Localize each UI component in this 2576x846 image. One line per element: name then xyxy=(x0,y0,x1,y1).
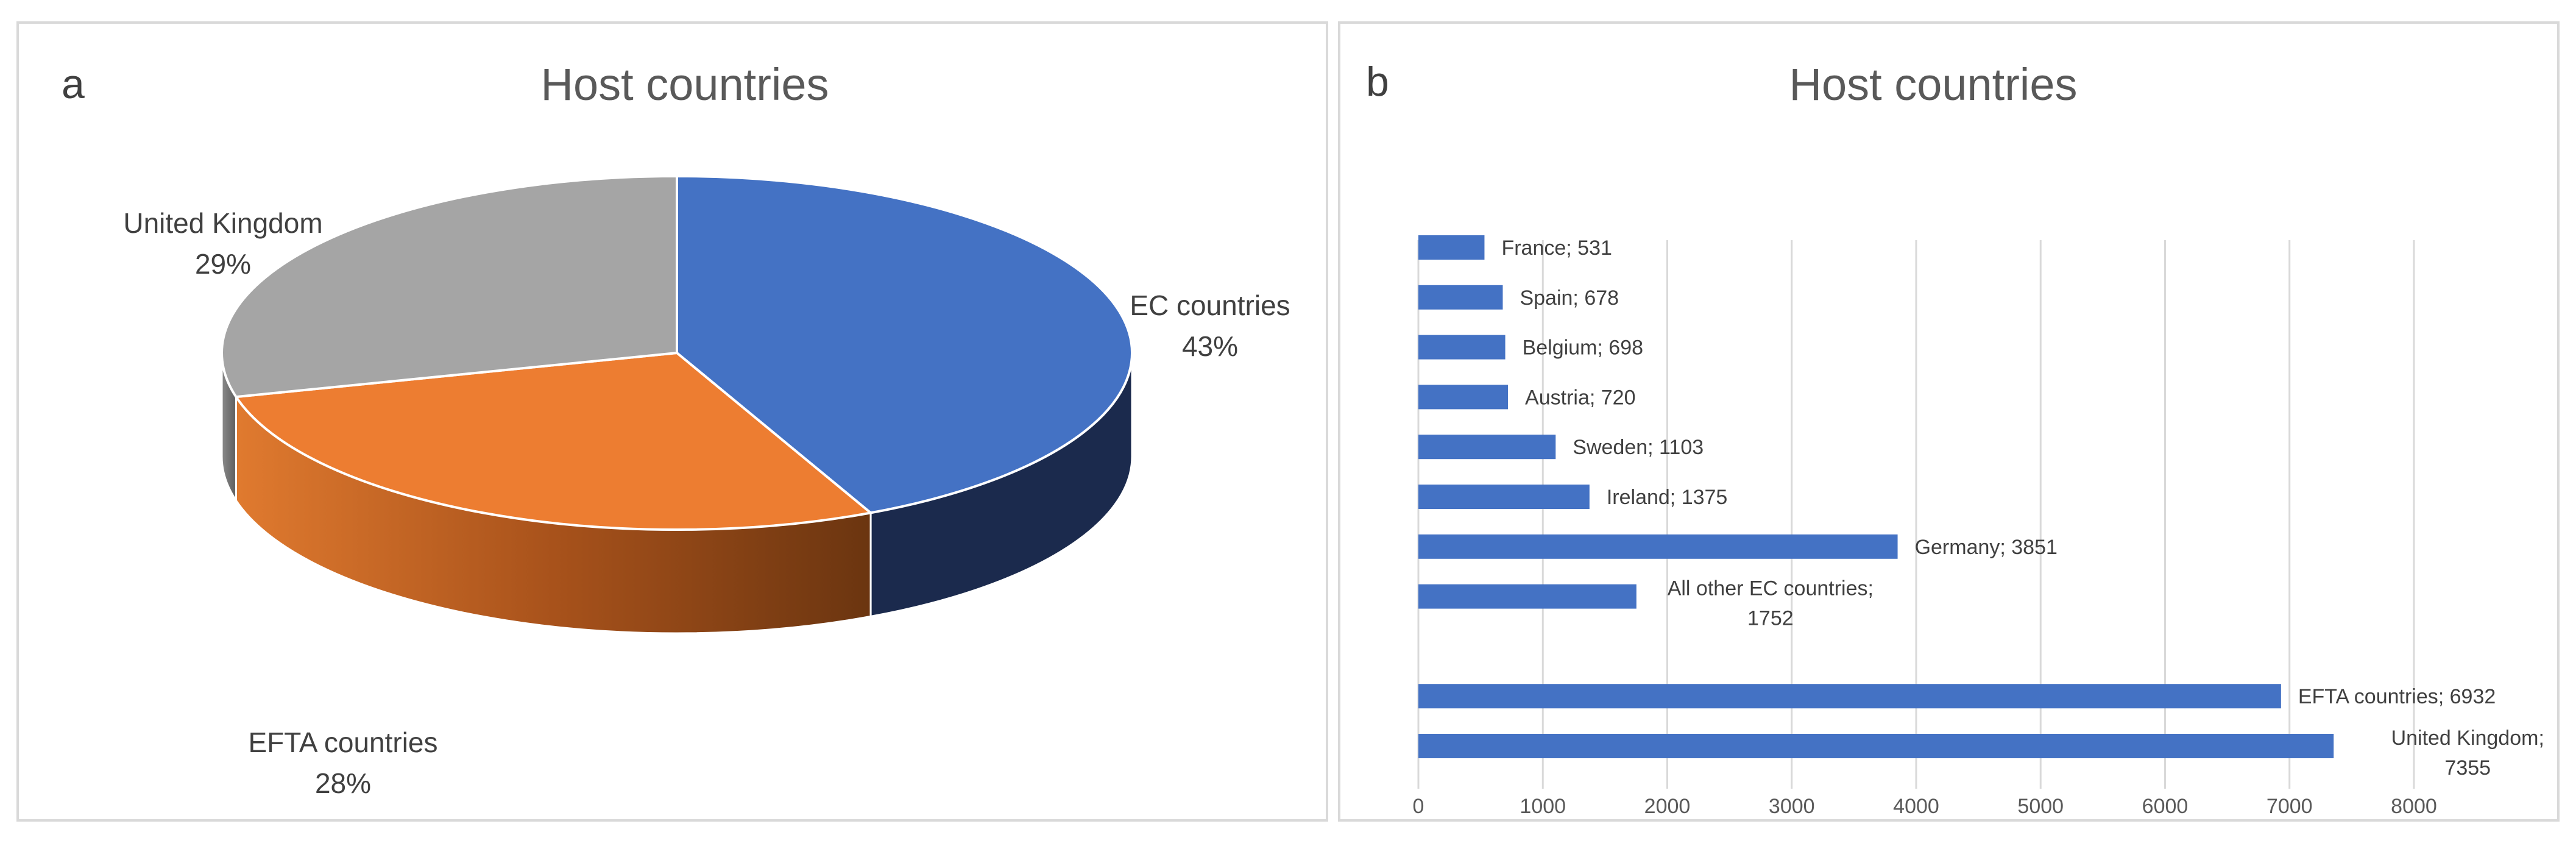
bar-label-belgium: Belgium; 698 xyxy=(1523,336,1643,360)
pie-pct-ec-countries: 43% xyxy=(1182,330,1238,362)
bar-efta-countries xyxy=(1418,684,2281,709)
pie-slice-ec-countries xyxy=(676,175,1133,514)
bar-france xyxy=(1418,235,1485,260)
pie-label-efta-countries: EFTA countries xyxy=(248,727,437,758)
x-tick-6000: 6000 xyxy=(2142,795,2189,818)
bar-x-tick-labels: 0 1000 2000 3000 4000 5000 6000 7000 8000 xyxy=(1413,795,2437,818)
x-tick-1000: 1000 xyxy=(1520,795,1566,818)
bar-label-austria: Austria; 720 xyxy=(1525,386,1635,409)
pie-pct-efta-countries: 28% xyxy=(315,767,371,799)
pie-label-ec-countries: EC countries xyxy=(1130,290,1290,321)
bar-label-united-kingdom-line-2: 7355 xyxy=(2444,756,2491,780)
x-tick-4000: 4000 xyxy=(1893,795,1939,818)
pie-slice-efta-countries xyxy=(235,352,872,531)
bar-label-all-other-ec-countries-line-1: All other EC countries; xyxy=(1668,577,1874,600)
bar-label-efta-countries: EFTA countries; 6932 xyxy=(2298,685,2496,708)
pie-chart-svg: a Host countries EC countries 43% EFTA c… xyxy=(62,59,1290,799)
x-tick-2000: 2000 xyxy=(1644,795,1691,818)
bar-chart-title: Host countries xyxy=(1789,59,2078,110)
x-tick-7000: 7000 xyxy=(2266,795,2313,818)
bar-label-all-other-ec-countries-line-2: 1752 xyxy=(1747,607,1794,630)
bar-label-sweden: Sweden; 1103 xyxy=(1573,436,1704,459)
bar-germany xyxy=(1418,534,1898,559)
pie-top-slices xyxy=(221,175,1133,531)
pie-slice-united-kingdom xyxy=(221,175,678,399)
bar-label-germany: Germany; 3851 xyxy=(1915,536,2058,559)
pie-pct-united-kingdom: 29% xyxy=(195,248,251,280)
bar-sweden xyxy=(1418,435,1556,460)
x-tick-3000: 3000 xyxy=(1769,795,1815,818)
bar-label-united-kingdom-line-1: United Kingdom; xyxy=(2391,727,2544,750)
bar-all-other-ec-countries xyxy=(1418,584,1637,609)
bar-label-spain: Spain; 678 xyxy=(1520,286,1619,310)
panel-letter-b: b xyxy=(1366,59,1389,105)
bar-label-france: France; 531 xyxy=(1501,236,1612,260)
pie-chart-title: Host countries xyxy=(541,59,829,110)
bar-belgium xyxy=(1418,335,1506,360)
bar-austria xyxy=(1418,385,1509,410)
panel-letter-a: a xyxy=(62,61,85,107)
panel-b-bar-chart: b Host countries France; 531 Spain; 678 Be… xyxy=(1338,21,2560,822)
x-tick-0: 0 xyxy=(1413,795,1424,818)
bar-series xyxy=(1418,235,2334,758)
pie-slice-labels: EC countries 43% EFTA countries 28% Unit… xyxy=(123,207,1290,799)
x-tick-5000: 5000 xyxy=(2017,795,2064,818)
pie-label-united-kingdom: United Kingdom xyxy=(123,207,322,239)
bar-label-ireland: Ireland; 1375 xyxy=(1607,486,1728,509)
bar-data-labels: France; 531 Spain; 678 Belgium; 698 Austria… xyxy=(1501,236,2544,780)
bar-chart-svg: b Host countries France; 531 Spain; 678 Be… xyxy=(1366,59,2544,818)
panel-a-pie-chart: a Host countries EC countries 43% EFTA c… xyxy=(16,21,1328,822)
bar-spain xyxy=(1418,285,1503,310)
bar-ireland xyxy=(1418,485,1590,509)
x-tick-8000: 8000 xyxy=(2391,795,2437,818)
bar-united-kingdom xyxy=(1418,734,2334,758)
